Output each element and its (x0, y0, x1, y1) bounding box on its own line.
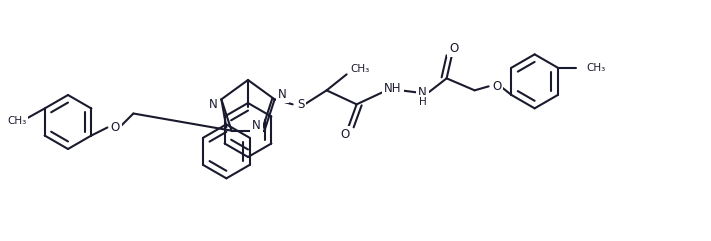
Text: N: N (418, 86, 427, 99)
Text: CH₃: CH₃ (351, 64, 370, 74)
Text: O: O (492, 80, 501, 93)
Text: O: O (340, 128, 349, 141)
Text: NH: NH (384, 82, 402, 95)
Text: O: O (111, 121, 120, 134)
Text: CH₃: CH₃ (7, 116, 26, 127)
Text: O: O (449, 42, 459, 55)
Text: N: N (252, 119, 261, 132)
Text: N: N (209, 98, 218, 111)
Text: CH₃: CH₃ (586, 63, 605, 73)
Text: H: H (419, 97, 427, 107)
Text: S: S (297, 98, 304, 111)
Text: N: N (278, 88, 287, 101)
